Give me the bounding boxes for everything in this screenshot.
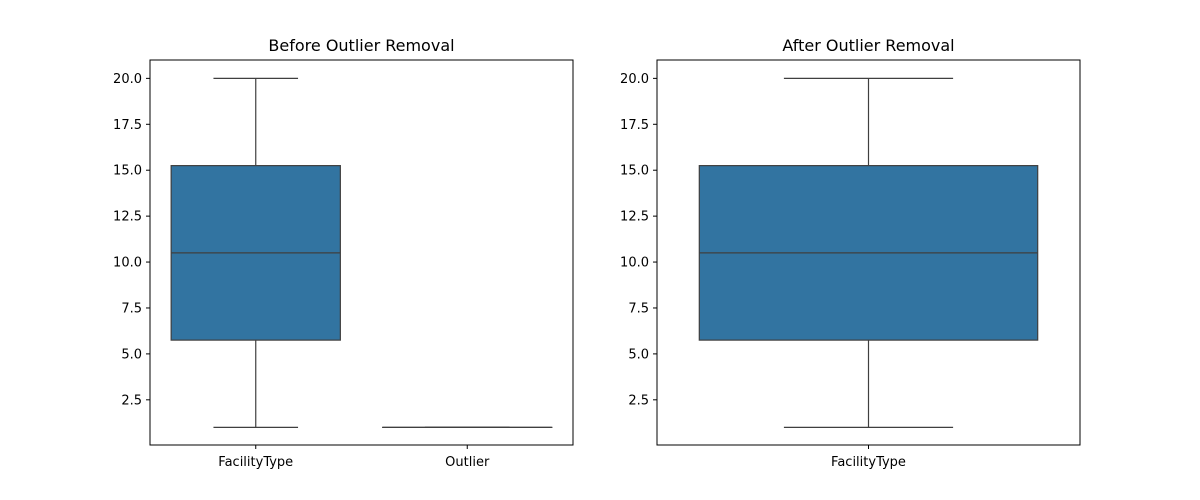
chart-title: After Outlier Removal [782,36,954,55]
y-tick-label: 12.5 [113,210,142,225]
y-tick-label: 12.5 [620,210,649,225]
y-tick-label: 20.0 [620,72,649,87]
subplot-2: After Outlier Removal 2.5 5.0 7.5 10.0 12.5 15… [620,36,1081,470]
axes-frame [149,59,574,446]
x-tick-label: FacilityType [218,455,293,470]
y-tick-label: 17.5 [620,118,649,133]
y-tick-label: 10.0 [113,256,142,271]
x-tick-label: Outlier [445,455,490,470]
y-tick-label: 15.0 [113,164,142,179]
y-tick-label: 7.5 [121,301,142,316]
x-tick-label: FacilityType [831,455,906,470]
y-tick-label: 20.0 [113,72,142,87]
y-tick-label: 7.5 [628,301,649,316]
y-tick-label: 5.0 [628,347,649,362]
y-tick-label: 2.5 [121,393,142,408]
box-facilitytype [170,77,341,428]
y-tick-label: 5.0 [121,347,142,362]
y-tick-label: 2.5 [628,393,649,408]
chart-title: Before Outlier Removal [268,36,454,55]
y-tick-label: 10.0 [620,256,649,271]
y-tick-label: 15.0 [620,164,649,179]
subplot-1: Before Outlier Removal 2.5 5.0 7.5 10.0 12.5 1… [113,36,574,470]
box-facilitytype [698,77,1039,428]
y-tick-label: 17.5 [113,118,142,133]
